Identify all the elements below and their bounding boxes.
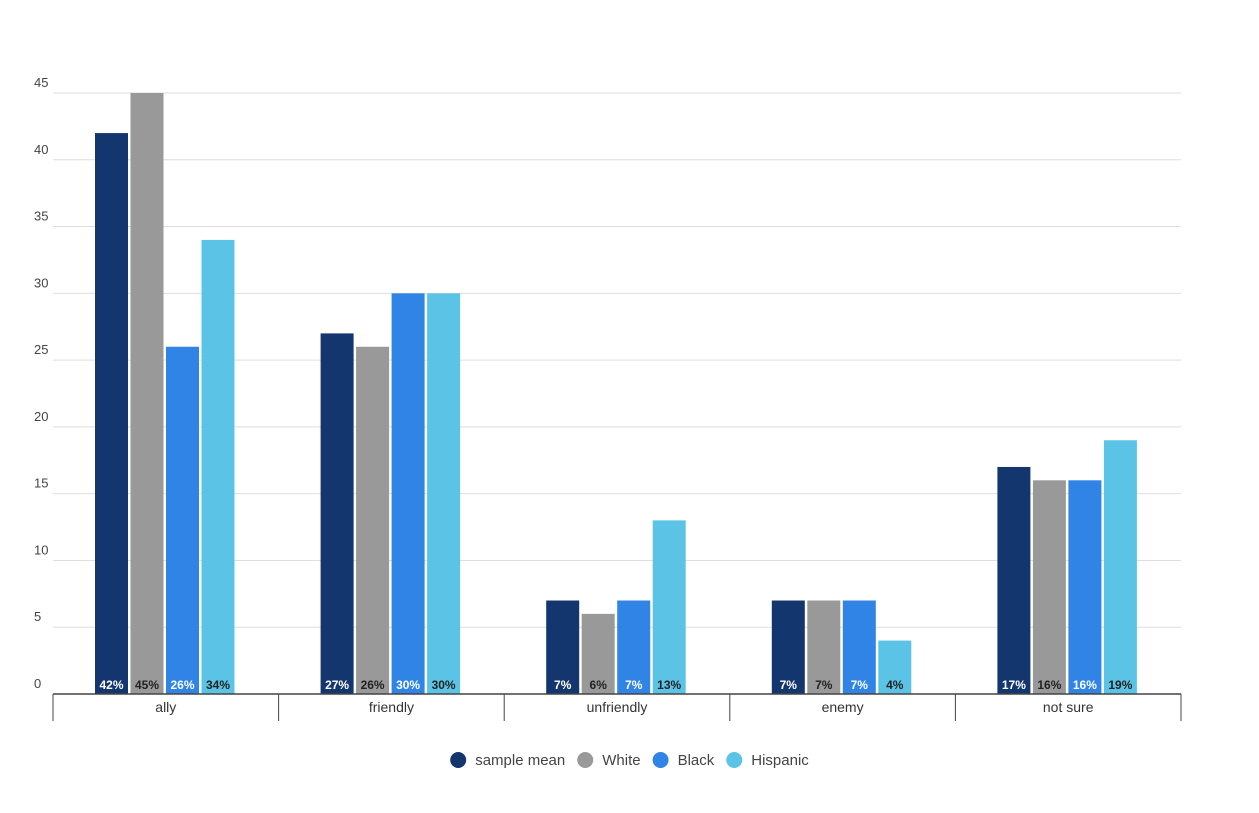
bar-label-ally-black: 26% (170, 678, 194, 692)
y-tick-label-5: 5 (34, 609, 41, 624)
y-tick-label-40: 40 (34, 142, 48, 157)
bar-unfriendly-sample-mean (546, 600, 580, 694)
grid-lines (53, 92, 1181, 628)
bar-friendly-hispanic (427, 293, 461, 694)
bar-label-unfriendly-white: 6% (590, 678, 608, 692)
x-tick-label-enemy: enemy (822, 699, 864, 715)
y-tick-label-0: 0 (34, 676, 41, 691)
x-tick-label-unfriendly: unfriendly (587, 699, 648, 715)
y-tick-label-20: 20 (34, 409, 48, 424)
bar-label-unfriendly-hispanic: 13% (657, 678, 681, 692)
bar-not-sure-sample-mean (997, 466, 1031, 694)
x-axis: ally friendly unfriendly enemy not sure (52, 693, 1182, 721)
bar-label-unfriendly-sample-mean: 7% (554, 678, 572, 692)
bar-friendly-black (391, 293, 425, 694)
bar-enemy-white (807, 600, 841, 694)
bar-ally-black (166, 346, 199, 694)
legend-label-hispanic: Hispanic (751, 752, 809, 769)
y-tick-label-45: 45 (34, 75, 48, 90)
bar-label-ally-white: 45% (135, 678, 159, 692)
bar-label-not-sure-black: 16% (1073, 678, 1097, 692)
bar-friendly-sample-mean (320, 333, 354, 694)
legend-label-black: Black (678, 752, 715, 769)
bar-label-ally-sample-mean: 42% (99, 678, 123, 692)
bar-label-enemy-white: 7% (815, 678, 833, 692)
bar-enemy-black (842, 600, 876, 694)
bar-ally-hispanic (201, 239, 235, 694)
legend-marker-hispanic (726, 752, 743, 768)
bar-label-friendly-white: 26% (361, 678, 385, 692)
legend-marker-sample-mean (450, 752, 467, 768)
x-tick-label-friendly: friendly (369, 699, 414, 715)
legend-label-sample-mean: sample mean (475, 752, 565, 769)
y-tick-label-30: 30 (34, 275, 48, 290)
bar-label-enemy-sample-mean: 7% (780, 678, 798, 692)
legend: sample mean White Black Hispanic (450, 752, 809, 769)
bar-label-ally-hispanic: 34% (206, 678, 230, 692)
bar-label-friendly-sample-mean: 27% (325, 678, 349, 692)
bar-not-sure-hispanic (1103, 440, 1137, 694)
y-tick-label-10: 10 (34, 542, 48, 557)
bar-unfriendly-white (581, 613, 615, 694)
x-tick-label-ally: ally (155, 699, 176, 715)
bar-label-not-sure-sample-mean: 17% (1002, 678, 1026, 692)
bar-not-sure-black (1068, 480, 1102, 694)
bar-ally-sample-mean (95, 133, 128, 695)
bar-label-unfriendly-black: 7% (625, 678, 643, 692)
bar-label-enemy-black: 7% (851, 678, 869, 692)
bar-label-friendly-hispanic: 30% (432, 678, 456, 692)
bar-label-not-sure-white: 16% (1037, 678, 1061, 692)
bar-label-friendly-black: 30% (396, 678, 420, 692)
bar-label-enemy-hispanic: 4% (886, 678, 904, 692)
bar-enemy-sample-mean (771, 600, 805, 694)
bar-unfriendly-black (617, 600, 651, 694)
bar-not-sure-white (1032, 480, 1066, 694)
legend-marker-black (652, 752, 669, 768)
y-tick-label-35: 35 (34, 209, 48, 224)
bar-enemy-hispanic (878, 640, 912, 694)
bar-label-not-sure-hispanic: 19% (1108, 678, 1132, 692)
y-tick-label-25: 25 (34, 342, 48, 357)
y-axis-tick-labels: 0 5 10 15 20 25 30 35 40 45 (34, 75, 48, 691)
legend-marker-white (577, 752, 594, 768)
bars (95, 93, 1137, 695)
bar-friendly-white (356, 346, 390, 694)
y-tick-label-15: 15 (34, 476, 48, 491)
bar-value-labels: 42% 45% 26% 34% 27% 26% 30% 30% 7% 6% 7% 13% 7% 7% 7% 4… (99, 678, 1132, 692)
legend-label-white: White (602, 752, 640, 769)
x-tick-label-not-sure: not sure (1043, 699, 1094, 715)
bar-unfriendly-hispanic (652, 520, 686, 694)
bar-ally-white (130, 93, 164, 694)
